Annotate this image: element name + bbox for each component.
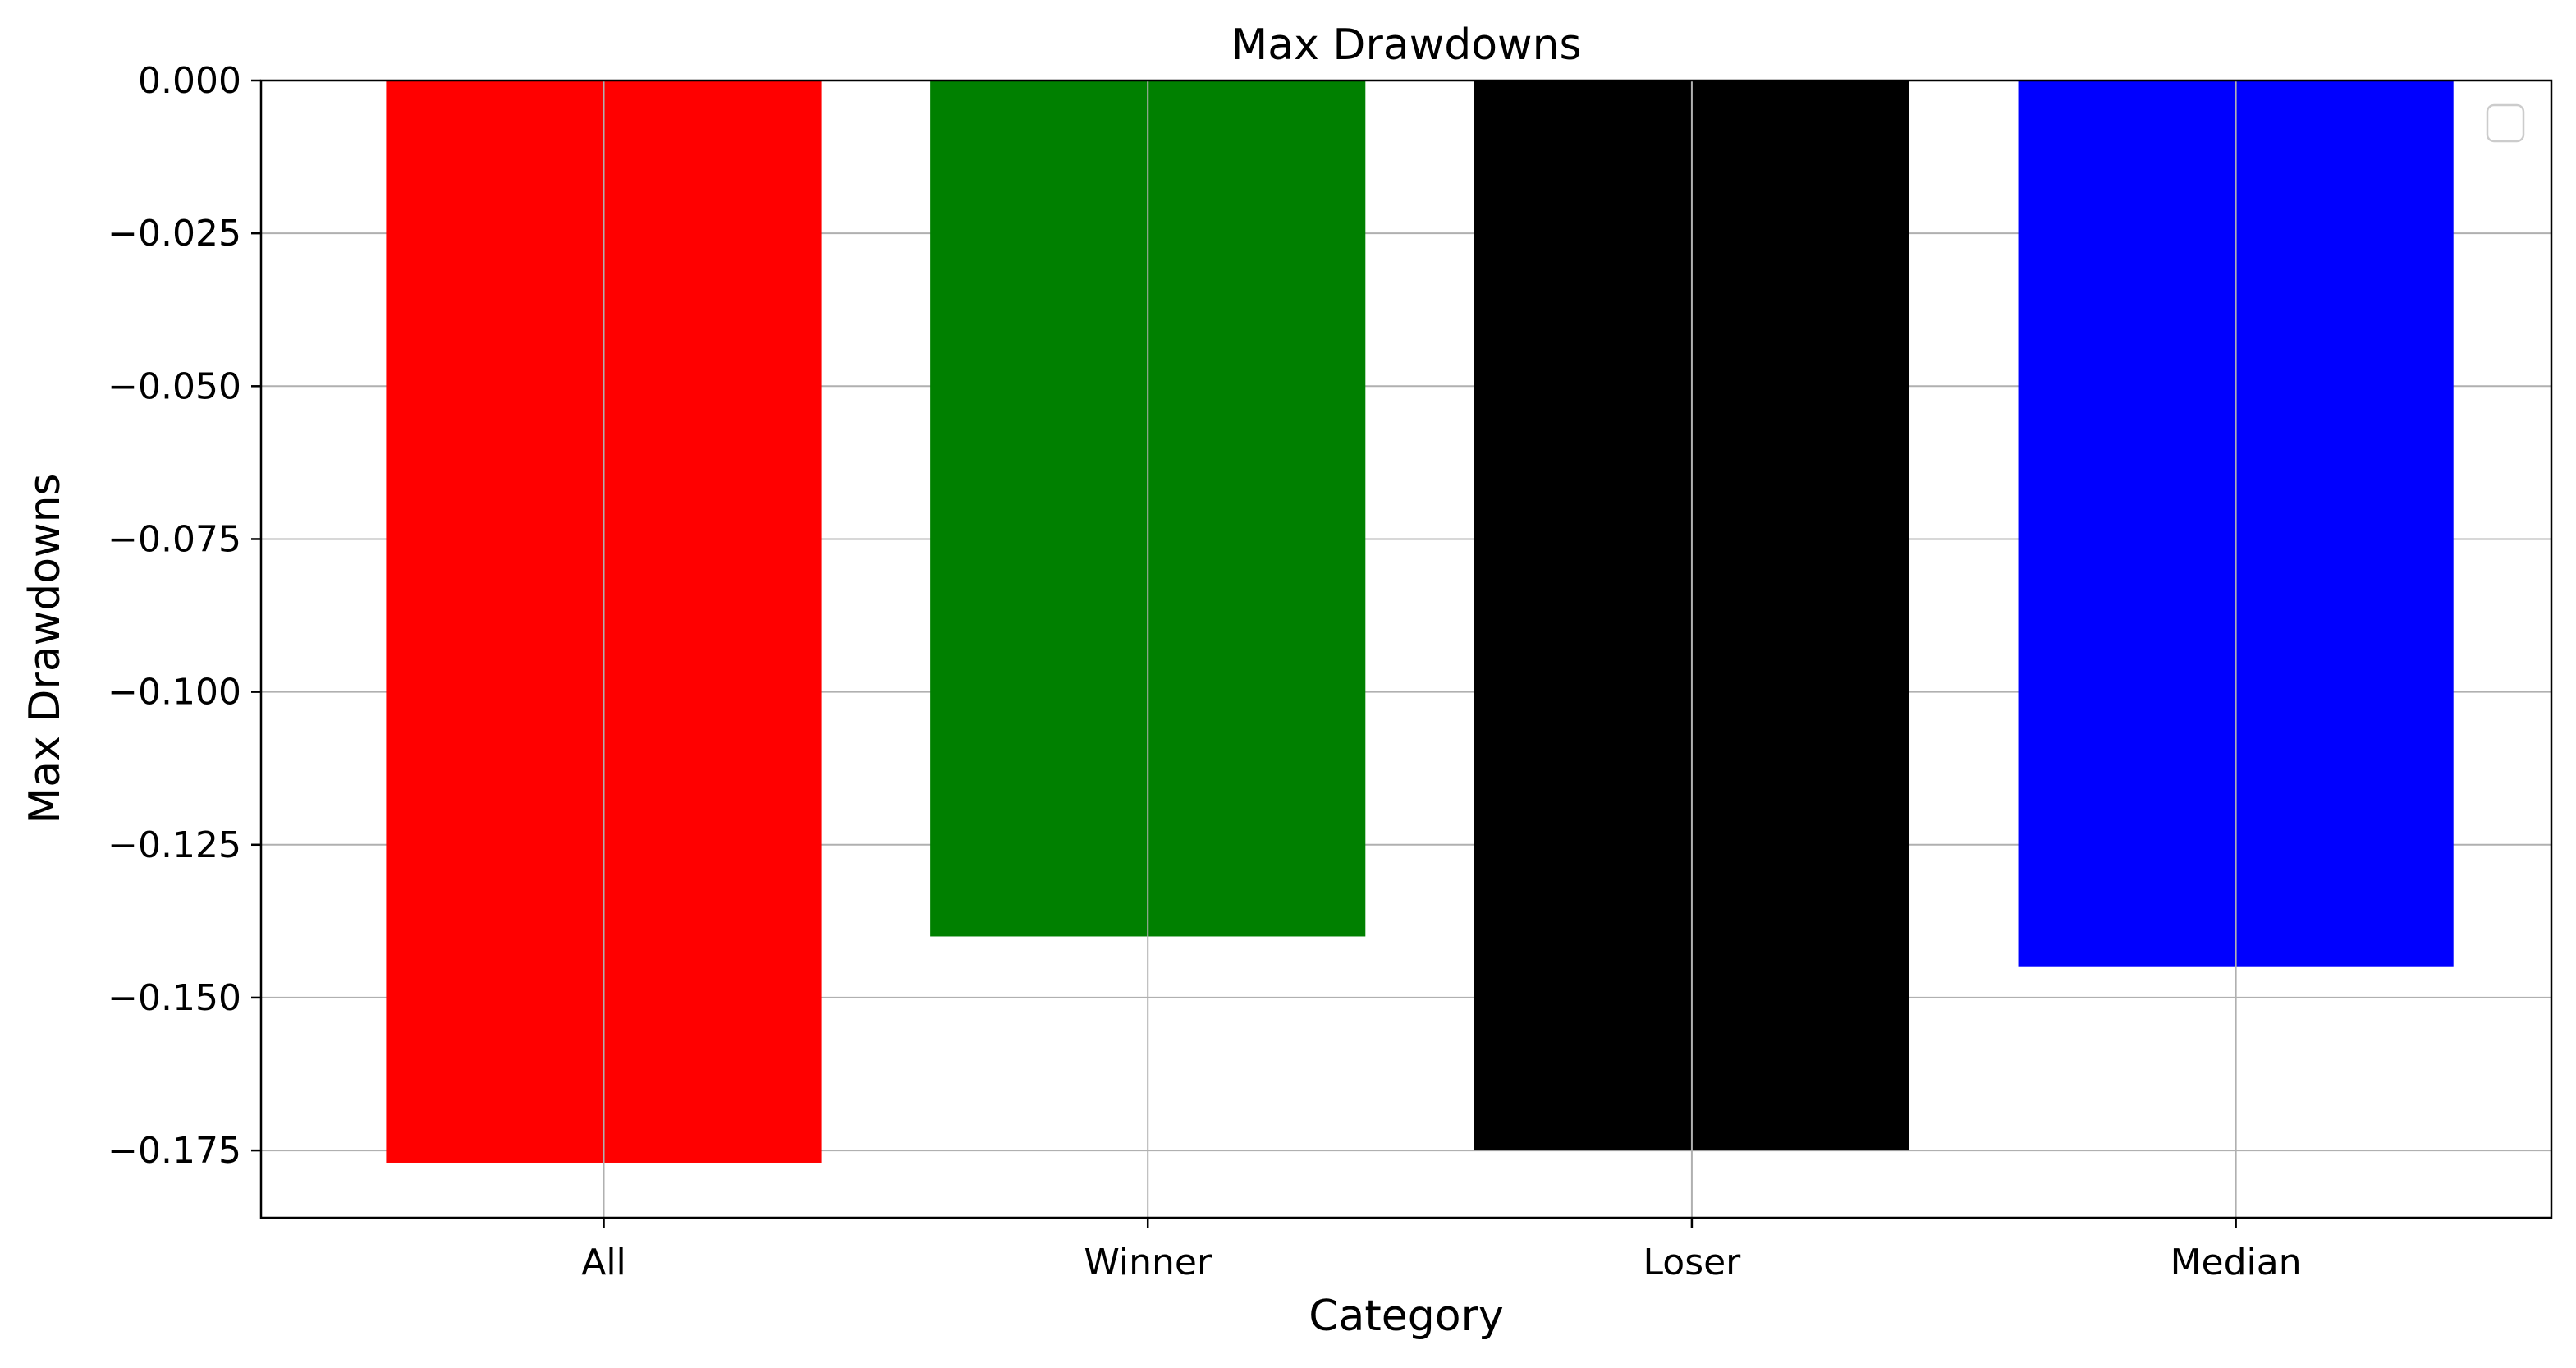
y-tick-label: −0.025 bbox=[108, 213, 241, 255]
x-axis-label: Category bbox=[1309, 1292, 1504, 1341]
y-tick-label: 0.000 bbox=[138, 60, 241, 102]
x-axis-ticks: All Winner Loser Median bbox=[581, 1218, 2302, 1283]
y-tick-label: −0.125 bbox=[108, 824, 241, 866]
legend-box bbox=[2486, 103, 2525, 143]
vertical-grid-lines bbox=[603, 80, 2237, 1218]
chart-title: Max Drawdowns bbox=[1231, 21, 1581, 70]
y-tick-label: −0.050 bbox=[108, 365, 241, 407]
y-axis-label: Max Drawdowns bbox=[21, 473, 70, 824]
plot-area-frame bbox=[259, 79, 2553, 1219]
y-tick-label: −0.175 bbox=[108, 1130, 241, 1172]
x-tick-label: Winner bbox=[1084, 1242, 1212, 1283]
x-tick-label: Loser bbox=[1643, 1242, 1742, 1283]
y-tick-label: −0.100 bbox=[108, 672, 241, 714]
x-tick-label: All bbox=[581, 1242, 626, 1283]
y-tick-label: −0.150 bbox=[108, 977, 241, 1019]
y-tick-label: −0.075 bbox=[108, 518, 241, 560]
x-tick-label: Median bbox=[2170, 1242, 2302, 1283]
y-axis-ticks: 0.000 −0.025 −0.050 −0.075 −0.100 −0.125 −0.15… bbox=[108, 60, 261, 1172]
